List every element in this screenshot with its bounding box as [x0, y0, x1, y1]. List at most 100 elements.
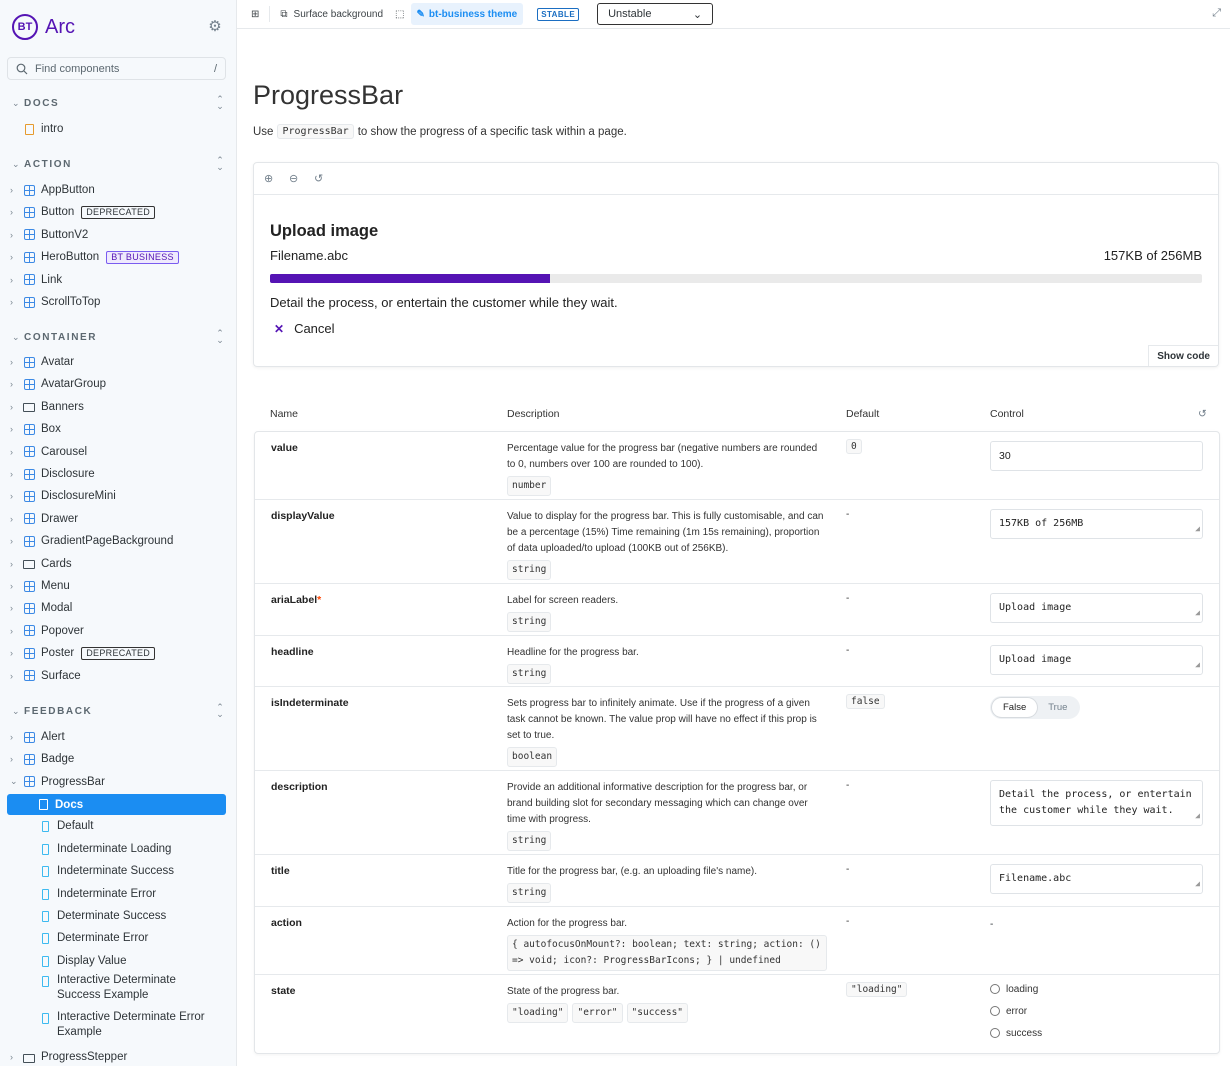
- prop-name-text: title: [271, 865, 290, 877]
- resize-grip-icon[interactable]: ◢: [1195, 660, 1200, 669]
- radio-circle[interactable]: [990, 1006, 1000, 1016]
- chevron-right-icon: ›: [10, 401, 13, 412]
- control-headline-input[interactable]: Upload image ◢: [990, 645, 1203, 675]
- expand-icon[interactable]: ⌃ ⌄: [216, 94, 224, 111]
- radio-error[interactable]: error: [990, 1000, 1203, 1022]
- sidebar-item-story[interactable]: Display Value: [10, 951, 226, 971]
- sidebar-item-carousel[interactable]: › Carousel: [10, 442, 226, 462]
- icon-shape: [23, 753, 35, 765]
- radio-success[interactable]: success: [990, 1022, 1203, 1044]
- sidebar-item-story[interactable]: Default: [10, 816, 226, 836]
- input-value: 157KB of 256MB: [999, 518, 1084, 529]
- radio-label: loading: [1006, 983, 1039, 995]
- sidebar-item-popover[interactable]: › Popover: [10, 621, 226, 641]
- control-title-input[interactable]: Filename.abc ◢: [990, 864, 1203, 894]
- sidebar-item-scrolltotop[interactable]: › ScrollToTop: [10, 292, 226, 312]
- outline-button[interactable]: ⬚: [389, 3, 410, 25]
- control-displayValue-input[interactable]: 157KB of 256MB ◢: [990, 509, 1203, 539]
- select-value: Unstable: [608, 8, 652, 20]
- icon-shape: [41, 1012, 49, 1024]
- section-docs[interactable]: ⌄ DOCS ⌃ ⌄: [12, 94, 225, 111]
- preview-canvas: ⊕ ⊖ ↺ Upload image Filename.abc 157KB of…: [253, 162, 1219, 367]
- control-description-input[interactable]: Detail the process, or entertain the cus…: [990, 780, 1203, 826]
- sidebar-item-story[interactable]: Indeterminate Error: [10, 884, 226, 904]
- table-row: headline Headline for the progress bar. st…: [255, 636, 1219, 687]
- sidebar-item-story[interactable]: Determinate Error: [10, 928, 226, 948]
- bt-logo: BT: [12, 14, 38, 40]
- search-input[interactable]: Find components /: [7, 57, 226, 80]
- sidebar-item-progressstepper[interactable]: › ProgressStepper: [10, 1047, 226, 1066]
- radio-loading[interactable]: loading: [990, 978, 1203, 1000]
- zoom-out-icon[interactable]: ⊖: [289, 173, 299, 185]
- expand-icon[interactable]: ⌃ ⌄: [216, 155, 224, 172]
- resize-grip-icon[interactable]: ◢: [1195, 811, 1200, 820]
- resize-grip-icon[interactable]: ◢: [1195, 524, 1200, 533]
- sidebar-item-surface[interactable]: › Surface: [10, 666, 226, 686]
- section-feedback[interactable]: ⌄ FEEDBACK ⌃ ⌄: [12, 702, 225, 719]
- icon-shape: [23, 468, 35, 480]
- toggle-false[interactable]: False: [992, 698, 1038, 717]
- prop-description: Title for the progress bar, (e.g. an upl…: [507, 864, 827, 903]
- sidebar-item-story[interactable]: Indeterminate Loading: [10, 839, 226, 859]
- cancel-button[interactable]: ✕ Cancel: [274, 321, 335, 336]
- sidebar-item-buttonv2[interactable]: › ButtonV2: [10, 225, 226, 245]
- sidebar-item-avatargroup[interactable]: › AvatarGroup: [10, 374, 226, 394]
- brand[interactable]: BT Arc: [12, 14, 75, 40]
- sidebar-item-intro[interactable]: intro: [10, 119, 226, 139]
- zoom-in-icon[interactable]: ⊕: [264, 173, 274, 185]
- grid-button[interactable]: ⊞: [245, 3, 265, 25]
- sidebar-item-modal[interactable]: › Modal: [10, 598, 226, 618]
- sidebar-item-story[interactable]: Determinate Success: [10, 906, 226, 926]
- boolean-toggle[interactable]: False True: [990, 696, 1081, 719]
- reset-icon[interactable]: ↺: [1198, 408, 1207, 420]
- sidebar-item-alert[interactable]: › Alert: [10, 727, 226, 747]
- table-row: title Title for the progress bar, (e.g. a…: [255, 855, 1219, 907]
- sidebar-item-story[interactable]: Interactive Determinate Success Example: [10, 973, 226, 1007]
- resize-grip-icon[interactable]: ◢: [1195, 608, 1200, 617]
- sidebar-item-story[interactable]: Indeterminate Success: [10, 861, 226, 881]
- zoom-reset-icon[interactable]: ↺: [314, 173, 324, 185]
- sidebar-item-disclosure[interactable]: › Disclosure: [10, 464, 226, 484]
- section-action[interactable]: ⌄ ACTION ⌃ ⌄: [12, 155, 225, 172]
- control-ariaLabel-input[interactable]: Upload image ◢: [990, 593, 1203, 623]
- sidebar-item-progressbar[interactable]: ⌄ ProgressBar: [10, 772, 226, 792]
- theme-button[interactable]: ✎ bt-business theme: [410, 3, 524, 25]
- sidebar-item-docs[interactable]: Docs: [7, 794, 226, 815]
- prop-name-text: state: [271, 985, 296, 997]
- sidebar-item-cards[interactable]: › Cards: [10, 554, 226, 574]
- default-value: -: [846, 593, 850, 604]
- component-icon: [22, 296, 36, 308]
- section-container[interactable]: ⌄ CONTAINER ⌃ ⌄: [12, 328, 225, 345]
- expand-icon[interactable]: ⌃ ⌄: [216, 328, 224, 345]
- sidebar-item-appbutton[interactable]: › AppButton: [10, 180, 226, 200]
- sidebar-item-badge[interactable]: › Badge: [10, 749, 226, 769]
- sidebar-item-button[interactable]: › Button DEPRECATED: [10, 202, 226, 222]
- radio-circle[interactable]: [990, 1028, 1000, 1038]
- control-value-input[interactable]: 30: [990, 441, 1203, 471]
- resize-grip-icon[interactable]: ◢: [1195, 879, 1200, 888]
- sidebar-item-poster[interactable]: › Poster DEPRECATED: [10, 643, 226, 663]
- sidebar-item-avatar[interactable]: › Avatar: [10, 352, 226, 372]
- radio-circle[interactable]: [990, 984, 1000, 994]
- sidebar-item-gradientpagebackground[interactable]: › GradientPageBackground: [10, 531, 226, 551]
- sidebar-item-menu[interactable]: › Menu: [10, 576, 226, 596]
- surface-background-button[interactable]: ⧉ Surface background: [274, 3, 389, 25]
- component-icon: [22, 423, 36, 435]
- expand-icon[interactable]: ⌃ ⌄: [216, 702, 224, 719]
- sidebar-item-story[interactable]: Interactive Determinate Error Example: [10, 1010, 226, 1044]
- fullscreen-icon[interactable]: ⤢: [1212, 7, 1221, 19]
- sidebar-item-drawer[interactable]: › Drawer: [10, 509, 226, 529]
- gear-icon[interactable]: ⚙: [208, 18, 222, 35]
- sidebar-item-herobutton[interactable]: › HeroButton BT BUSINESS: [10, 247, 226, 267]
- toggle-true[interactable]: True: [1048, 702, 1068, 713]
- folder-icon: [22, 1051, 36, 1063]
- sidebar-item-label: Docs: [55, 798, 84, 811]
- sidebar-item-banners[interactable]: › Banners: [10, 397, 226, 417]
- sidebar-item-disclosuremini[interactable]: › DisclosureMini: [10, 486, 226, 506]
- show-code-button[interactable]: Show code: [1148, 345, 1218, 366]
- stability-select[interactable]: Unstable ⌄: [597, 3, 714, 25]
- type-code: "success": [626, 1003, 689, 1023]
- icon-shape: [41, 975, 49, 987]
- sidebar-item-box[interactable]: › Box: [10, 419, 226, 439]
- sidebar-item-link[interactable]: › Link: [10, 270, 226, 290]
